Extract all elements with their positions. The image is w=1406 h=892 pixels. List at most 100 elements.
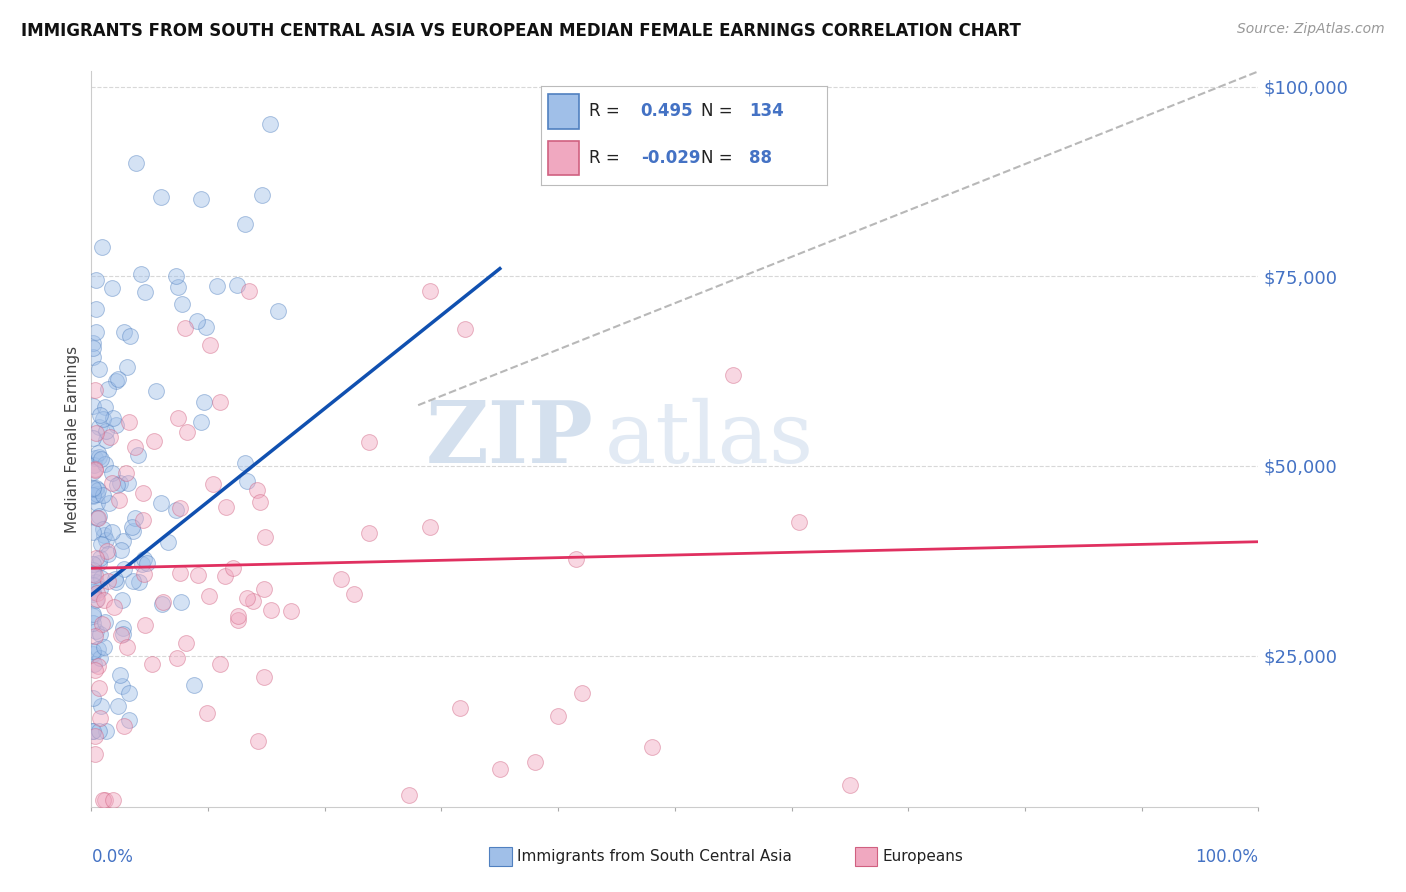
Point — [454, 322, 477, 336]
Point — [86, 592, 108, 607]
Point — [117, 476, 139, 491]
Point — [89, 551, 111, 566]
Point — [233, 456, 256, 470]
Point — [131, 558, 153, 572]
Point — [132, 566, 155, 581]
Point — [124, 155, 146, 169]
Point — [83, 657, 105, 671]
Point — [259, 118, 281, 132]
Point — [208, 657, 231, 671]
Point — [89, 420, 111, 434]
Point — [91, 792, 114, 806]
Point — [172, 297, 194, 311]
Point — [170, 595, 193, 609]
Point — [82, 609, 104, 624]
Point — [86, 586, 108, 600]
Point — [87, 641, 110, 656]
Point — [132, 486, 155, 500]
Text: IMMIGRANTS FROM SOUTH CENTRAL ASIA VS EUROPEAN MEDIAN FEMALE EARNINGS CORRELATIO: IMMIGRANTS FROM SOUTH CENTRAL ASIA VS EU… — [21, 22, 1021, 40]
Point — [82, 482, 104, 496]
Point — [94, 792, 117, 806]
Point — [104, 418, 127, 433]
Point — [222, 560, 245, 574]
Point — [115, 640, 138, 655]
Point — [82, 557, 104, 571]
Point — [246, 734, 269, 748]
Point — [280, 604, 302, 618]
Text: Immigrants from South Central Asia: Immigrants from South Central Asia — [517, 849, 793, 863]
Point — [547, 709, 569, 723]
Point — [117, 359, 139, 374]
Point — [112, 562, 135, 576]
Point — [87, 509, 110, 524]
Point — [166, 650, 188, 665]
Point — [128, 575, 150, 590]
Point — [83, 730, 105, 744]
Point — [195, 706, 218, 720]
Point — [111, 627, 134, 641]
Point — [87, 362, 110, 376]
Point — [89, 582, 111, 596]
Point — [84, 450, 107, 465]
Point — [83, 461, 105, 475]
Point — [250, 188, 273, 202]
Point — [87, 446, 110, 460]
Point — [118, 713, 141, 727]
Point — [101, 475, 124, 490]
Point — [225, 277, 247, 292]
Point — [83, 463, 105, 477]
Point — [83, 629, 105, 643]
Point — [83, 747, 105, 761]
Point — [84, 325, 107, 339]
Point — [235, 474, 257, 488]
Point — [82, 489, 104, 503]
Point — [214, 568, 236, 582]
Point — [82, 524, 104, 539]
Text: atlas: atlas — [605, 398, 814, 481]
Point — [82, 482, 104, 496]
Point — [165, 503, 187, 517]
Point — [238, 285, 260, 299]
Point — [82, 563, 104, 577]
Point — [149, 190, 172, 204]
Point — [94, 424, 117, 438]
Point — [107, 371, 129, 385]
Point — [118, 686, 141, 700]
Point — [91, 411, 114, 425]
Point — [84, 593, 107, 607]
Point — [359, 434, 381, 449]
Point — [82, 465, 104, 479]
Point — [112, 325, 135, 339]
Point — [93, 401, 115, 415]
Point — [131, 513, 153, 527]
Point — [121, 574, 143, 588]
Point — [419, 520, 441, 534]
Point — [89, 650, 111, 665]
Point — [90, 698, 112, 713]
Point — [104, 572, 127, 586]
Point — [176, 636, 198, 650]
Point — [105, 574, 128, 589]
Point — [194, 320, 217, 334]
Point — [98, 430, 121, 444]
Point — [233, 217, 256, 231]
Point — [117, 415, 139, 429]
Point — [111, 679, 134, 693]
Point — [86, 487, 108, 501]
Point — [90, 617, 112, 632]
Point — [111, 621, 134, 635]
Point — [86, 496, 108, 510]
Point — [253, 582, 276, 597]
Point — [136, 556, 159, 570]
Point — [101, 524, 124, 539]
Point — [89, 627, 111, 641]
Point — [398, 788, 420, 802]
Point — [198, 589, 221, 603]
Text: Source: ZipAtlas.com: Source: ZipAtlas.com — [1237, 22, 1385, 37]
Point — [134, 618, 156, 632]
Point — [83, 458, 105, 473]
Point — [82, 341, 104, 355]
Point — [246, 483, 269, 498]
Point — [107, 493, 129, 508]
Point — [83, 568, 105, 582]
